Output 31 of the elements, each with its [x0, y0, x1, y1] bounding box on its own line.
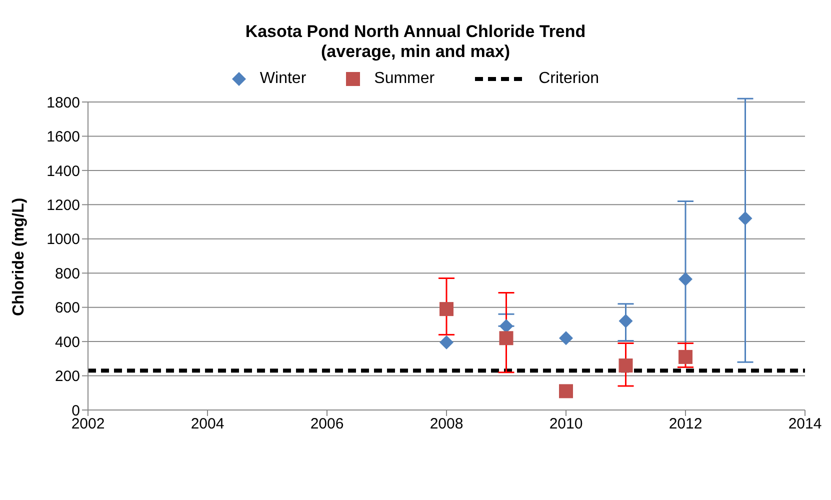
point: [738, 211, 752, 226]
chart-title: Kasota Pond North Annual Chloride Trend (average, min and max): [244, 22, 587, 62]
y-tick-label: 1800: [46, 94, 80, 112]
point: [499, 319, 514, 334]
y-tick-label: 1000: [46, 231, 80, 248]
point: [440, 302, 454, 316]
x-tick-label: 2012: [668, 416, 702, 433]
y-tick-label: 1200: [46, 196, 80, 214]
point: [678, 272, 692, 286]
y-tick-label: 400: [54, 334, 80, 351]
point: [440, 335, 454, 350]
point: [618, 358, 633, 373]
legend-label: Winter: [260, 70, 306, 88]
y-tick-label: 600: [54, 300, 80, 317]
legend-label: Summer: [374, 70, 435, 88]
x-tick-label: 2010: [549, 416, 583, 433]
point: [559, 331, 573, 346]
point: [618, 314, 633, 328]
x-tick-label: 2004: [190, 416, 224, 433]
legend-label: Criterion: [538, 70, 600, 88]
y-axis-title: Chloride (mg/L): [10, 198, 28, 316]
y-tick-label: 1400: [46, 162, 80, 180]
point: [559, 384, 573, 398]
y-tick-label: 200: [54, 368, 80, 386]
point: [678, 350, 692, 364]
x-tick-label: 2006: [310, 416, 344, 433]
x-tick-label: 2008: [430, 416, 464, 433]
y-tick-label: 1600: [46, 128, 80, 146]
x-tick-label: 2014: [788, 416, 822, 433]
point: [499, 331, 514, 346]
y-tick-label: 800: [54, 265, 80, 282]
